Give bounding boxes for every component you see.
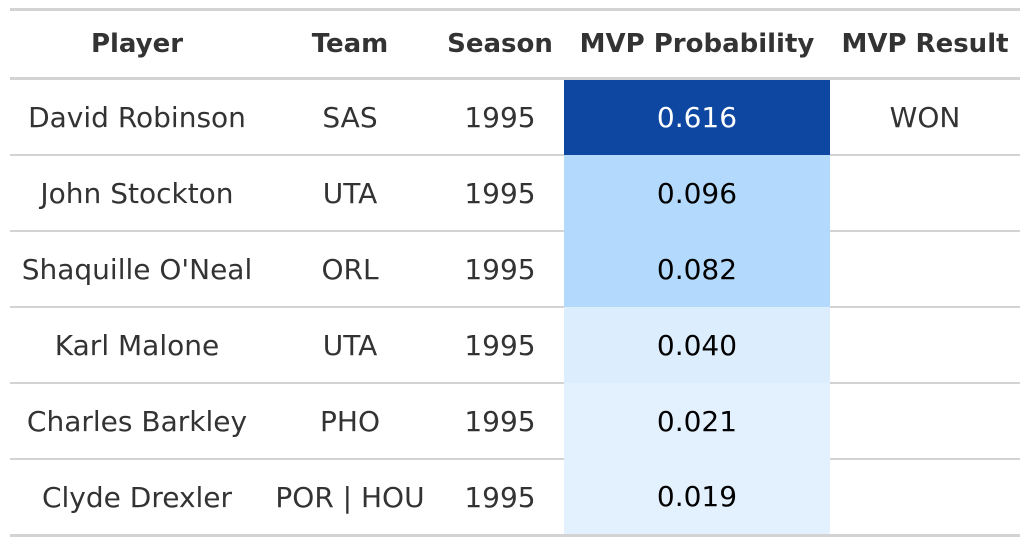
header-season: Season — [436, 9, 564, 80]
probability-cell: 0.040 — [564, 307, 830, 383]
header-player: Player — [10, 9, 264, 80]
table-row: Shaquille O'Neal ORL 1995 0.082 — [10, 230, 1020, 307]
probability-cell: 0.019 — [564, 459, 830, 536]
player-cell: Clyde Drexler — [10, 458, 264, 536]
team-cell: PHO — [264, 382, 436, 459]
team-cell: UTA — [264, 306, 436, 383]
season-cell: 1995 — [436, 154, 564, 231]
mvp-table-container: Player Team Season MVP Probability MVP R… — [10, 8, 1020, 537]
header-mvp-result: MVP Result — [830, 9, 1020, 80]
player-cell: David Robinson — [28, 100, 246, 134]
table-row: Karl Malone UTA 1995 0.040 — [10, 306, 1020, 383]
team-cell: UTA — [264, 154, 436, 231]
season-cell: 1995 — [464, 100, 536, 134]
probability-cell: 0.616 — [564, 78, 830, 155]
result-cell — [830, 230, 1020, 307]
result-cell — [830, 458, 1020, 536]
team-cell: SAS — [322, 100, 378, 134]
probability-cell: 0.096 — [564, 155, 830, 231]
player-cell: Karl Malone — [10, 306, 264, 383]
result-cell — [830, 382, 1020, 459]
player-cell: Shaquille O'Neal — [10, 230, 264, 307]
table-row: Clyde Drexler POR | HOU 1995 0.019 — [10, 458, 1020, 536]
result-cell — [830, 306, 1020, 383]
season-cell: 1995 — [436, 458, 564, 536]
result-cell — [830, 154, 1020, 231]
result-cell: WON — [889, 100, 961, 134]
header-mvp-probability: MVP Probability — [564, 9, 830, 80]
table-row: Charles Barkley PHO 1995 0.021 — [10, 382, 1020, 459]
header-row: Player Team Season MVP Probability MVP R… — [10, 9, 1020, 80]
table-row: John Stockton UTA 1995 0.096 — [10, 154, 1020, 231]
player-cell: Charles Barkley — [10, 382, 264, 459]
team-cell: POR | HOU — [264, 458, 436, 536]
season-cell: 1995 — [436, 230, 564, 307]
probability-cell: 0.021 — [564, 383, 830, 459]
mvp-probability-table: Player Team Season MVP Probability MVP R… — [10, 8, 1020, 537]
player-cell: John Stockton — [10, 154, 264, 231]
season-cell: 1995 — [436, 306, 564, 383]
team-cell: ORL — [264, 230, 436, 307]
table-row: David Robinson SAS 1995 0.616 WON — [10, 78, 1020, 155]
probability-cell: 0.082 — [564, 231, 830, 307]
header-team: Team — [264, 9, 436, 80]
season-cell: 1995 — [436, 382, 564, 459]
